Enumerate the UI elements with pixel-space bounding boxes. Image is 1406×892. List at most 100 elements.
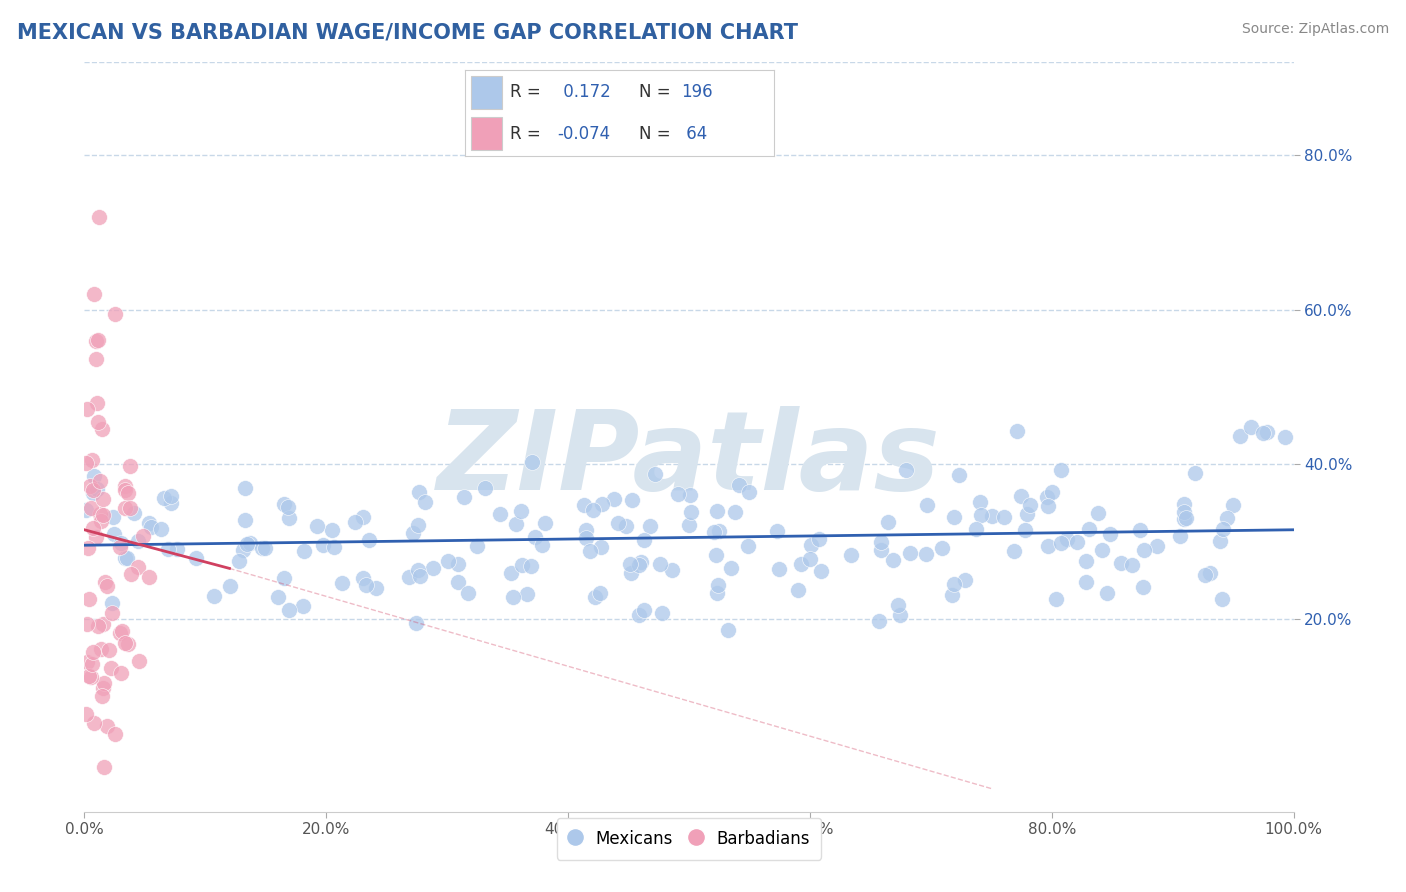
Point bbox=[886, 598, 908, 612]
Point bbox=[703, 525, 725, 540]
Point bbox=[344, 515, 367, 529]
Point bbox=[993, 510, 1015, 524]
Point bbox=[75, 828, 97, 842]
Point bbox=[352, 509, 374, 524]
Point bbox=[530, 538, 553, 552]
Point bbox=[1174, 511, 1197, 525]
Point bbox=[898, 546, 921, 560]
Point bbox=[1109, 557, 1132, 571]
Point bbox=[90, 514, 112, 528]
Point bbox=[706, 504, 728, 518]
Point bbox=[75, 503, 97, 517]
Point bbox=[790, 558, 813, 572]
Point bbox=[1256, 425, 1278, 440]
Point bbox=[1045, 592, 1067, 607]
Point bbox=[91, 681, 114, 695]
Point bbox=[717, 624, 740, 638]
Point bbox=[90, 422, 112, 436]
Point bbox=[84, 530, 107, 544]
Point bbox=[93, 676, 115, 690]
Point bbox=[128, 654, 150, 668]
Point bbox=[307, 519, 329, 533]
Point bbox=[97, 642, 120, 657]
Point bbox=[583, 590, 606, 604]
Point bbox=[707, 524, 730, 539]
Point bbox=[572, 498, 595, 512]
Point bbox=[894, 462, 917, 476]
Point bbox=[104, 308, 127, 322]
Point bbox=[96, 579, 118, 593]
Point bbox=[114, 501, 136, 516]
Point bbox=[138, 570, 160, 584]
Point bbox=[931, 541, 953, 555]
Point bbox=[666, 487, 689, 501]
Point bbox=[1077, 522, 1099, 536]
Point bbox=[810, 564, 832, 578]
Point bbox=[661, 563, 683, 577]
Point bbox=[603, 492, 626, 507]
Point bbox=[436, 554, 458, 568]
Point bbox=[877, 516, 900, 530]
Point bbox=[591, 497, 613, 511]
Point bbox=[219, 579, 242, 593]
Point bbox=[457, 586, 479, 600]
Point bbox=[1087, 506, 1109, 520]
Point bbox=[1091, 542, 1114, 557]
Point bbox=[89, 474, 111, 488]
Legend: Mexicans, Barbadians: Mexicans, Barbadians bbox=[557, 818, 821, 860]
Point bbox=[630, 555, 652, 569]
Point bbox=[79, 479, 101, 493]
Point bbox=[516, 587, 538, 601]
Point bbox=[82, 657, 104, 671]
Point bbox=[138, 516, 160, 530]
Point bbox=[87, 415, 110, 429]
Point bbox=[87, 210, 110, 224]
Point bbox=[408, 569, 430, 583]
Point bbox=[82, 453, 104, 467]
Point bbox=[108, 541, 131, 555]
Point bbox=[413, 494, 436, 508]
Point bbox=[232, 543, 254, 558]
Point bbox=[127, 534, 149, 549]
Point bbox=[202, 589, 225, 603]
Point bbox=[267, 590, 290, 604]
Text: MEXICAN VS BARBADIAN WAGE/INCOME GAP CORRELATION CHART: MEXICAN VS BARBADIAN WAGE/INCOME GAP COR… bbox=[17, 22, 797, 42]
Point bbox=[277, 500, 299, 515]
Point bbox=[86, 334, 108, 348]
Point bbox=[738, 484, 761, 499]
Point bbox=[728, 478, 751, 492]
Point bbox=[1036, 490, 1059, 504]
Point bbox=[1194, 567, 1216, 582]
Point bbox=[1002, 544, 1025, 558]
Point bbox=[132, 529, 155, 543]
Point bbox=[575, 531, 598, 545]
Point bbox=[76, 617, 98, 632]
Point bbox=[633, 602, 655, 616]
Point bbox=[1050, 463, 1073, 477]
Point bbox=[122, 506, 145, 520]
Point bbox=[501, 566, 523, 580]
Point bbox=[89, 507, 111, 521]
Point bbox=[117, 550, 139, 565]
Point bbox=[157, 541, 180, 556]
Point bbox=[252, 541, 274, 555]
Point bbox=[765, 524, 787, 538]
Point bbox=[111, 624, 134, 639]
Point bbox=[103, 509, 125, 524]
Point bbox=[1209, 533, 1232, 548]
Point bbox=[1222, 498, 1244, 512]
Point bbox=[114, 550, 136, 565]
Point bbox=[1133, 543, 1156, 558]
Point bbox=[579, 543, 602, 558]
Point bbox=[235, 513, 257, 527]
Point bbox=[120, 501, 142, 516]
Point bbox=[83, 287, 105, 301]
Point bbox=[117, 486, 139, 500]
Point bbox=[447, 557, 470, 571]
Point bbox=[453, 491, 475, 505]
Point bbox=[398, 570, 420, 584]
Point bbox=[1121, 558, 1143, 572]
Point bbox=[228, 554, 250, 568]
Point bbox=[236, 537, 259, 551]
Point bbox=[93, 759, 115, 773]
